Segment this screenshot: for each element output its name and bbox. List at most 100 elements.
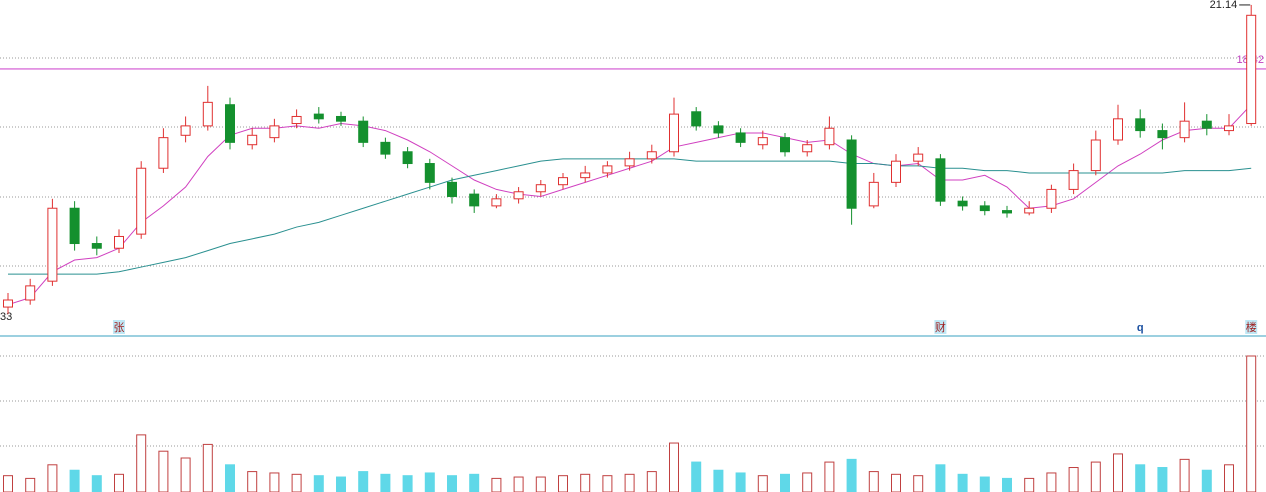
volume-bar: [1135, 464, 1146, 492]
candle-body: [780, 137, 790, 153]
candle-body: [713, 125, 724, 134]
candle-body: [802, 144, 813, 153]
candle-body: [336, 115, 346, 122]
candle-body: [691, 111, 702, 127]
volume-bar: [669, 442, 679, 492]
volume-bar: [891, 473, 901, 492]
candle-body: [114, 235, 124, 249]
candle-body: [979, 205, 990, 212]
candle-body: [25, 285, 36, 301]
volume-bar: [336, 476, 346, 492]
candle-body: [69, 207, 80, 245]
volume-bar: [1024, 477, 1035, 492]
candle-body: [602, 165, 613, 174]
candle-body: [358, 120, 369, 143]
volume-bar: [913, 475, 924, 492]
volume-bar: [313, 475, 324, 492]
volume-bar: [358, 471, 369, 492]
candle-body: [735, 132, 746, 143]
candle-body: [913, 153, 924, 162]
candle-body: [891, 160, 901, 183]
candle-body: [447, 181, 457, 197]
candle-body: [868, 181, 879, 207]
volume-bar: [535, 476, 546, 492]
candle-body: [824, 127, 835, 146]
volume-bar: [136, 434, 147, 492]
candle-body: [469, 193, 480, 207]
volume-bar: [91, 475, 102, 492]
candle-body: [202, 101, 213, 127]
volume-bar: [69, 469, 80, 492]
candle-body: [957, 200, 968, 207]
volume-bar: [1157, 467, 1168, 492]
candle-body: [402, 151, 413, 165]
candle-body: [3, 299, 13, 308]
volume-bar: [424, 472, 435, 492]
volume-bar: [646, 471, 657, 492]
candle-body: [757, 137, 768, 146]
volume-bar: [1201, 469, 1212, 492]
volume-bar: [602, 475, 613, 492]
event-marker-bg: [113, 320, 125, 334]
volume-bar: [447, 475, 457, 492]
event-marker: 财: [935, 320, 946, 334]
max-label: 21.14: [1210, 0, 1238, 11]
volume-bar: [558, 475, 568, 492]
candle-body: [136, 167, 147, 235]
volume-bar: [868, 471, 879, 492]
candle-body: [646, 151, 657, 160]
volume-bar: [735, 472, 746, 492]
volume-bar: [580, 473, 591, 492]
candle-body: [1135, 118, 1146, 132]
low-label: 33: [0, 311, 12, 323]
volume-bar: [1113, 453, 1123, 492]
volume-bar: [780, 473, 790, 492]
volume-bar: [269, 472, 280, 492]
candle-body: [1046, 188, 1057, 209]
volume-bar: [1090, 461, 1101, 492]
candle-body: [513, 191, 524, 200]
candle-body: [1157, 130, 1168, 139]
candle-body: [91, 243, 102, 249]
volume-bar: [691, 461, 702, 492]
candle-body: [291, 115, 302, 125]
candle-body: [1224, 125, 1234, 132]
candle-body: [846, 139, 857, 209]
volume-bar: [1179, 458, 1190, 492]
volume-bar: [824, 461, 835, 492]
event-marker: 张: [114, 321, 125, 334]
volume-bar: [291, 473, 302, 492]
volume-bar: [180, 457, 191, 492]
volume-bar: [1246, 355, 1257, 492]
candle-body: [47, 207, 58, 282]
candle-body: [1113, 118, 1123, 141]
candle-body: [580, 172, 591, 179]
volume-bar: [1068, 467, 1079, 492]
candle-body: [1179, 120, 1190, 139]
moving-average: [8, 158, 1252, 275]
candle-body: [669, 113, 679, 153]
volume-bar: [491, 477, 502, 492]
volume-bar: [1046, 472, 1057, 492]
volume-bar: [1224, 464, 1234, 492]
event-marker: q: [1137, 322, 1144, 334]
candle-body: [225, 104, 235, 143]
volume-bar: [713, 469, 724, 492]
candle-body: [535, 184, 546, 193]
volume-bar: [757, 475, 768, 492]
candle-body: [158, 137, 169, 169]
volume-bar: [513, 476, 524, 492]
event-marker-bg: [934, 320, 947, 334]
volume-bar: [202, 443, 213, 492]
volume-bar: [935, 464, 946, 492]
volume-bar: [402, 475, 413, 492]
volume-bar: [802, 472, 813, 492]
candle-body: [380, 141, 391, 155]
volume-bar: [624, 473, 635, 492]
candle-body: [247, 134, 258, 146]
volume-bar: [3, 475, 13, 492]
candle-body: [1246, 14, 1257, 125]
candle-body: [558, 177, 568, 186]
volume-bar: [114, 473, 124, 492]
